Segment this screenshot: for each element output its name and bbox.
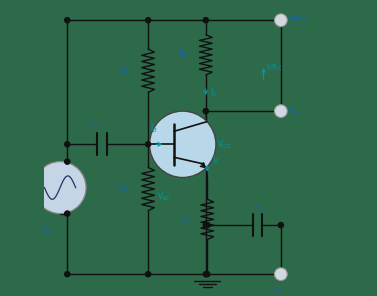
Text: R$_1$: R$_1$	[119, 65, 129, 77]
Circle shape	[65, 142, 70, 147]
Text: V$_{BE}$: V$_{BE}$	[157, 190, 171, 202]
Circle shape	[146, 17, 151, 23]
Text: V$_{CE}$: V$_{CE}$	[218, 138, 232, 151]
Text: I$_B$: I$_B$	[150, 122, 157, 135]
Text: C$_2$: C$_2$	[255, 202, 265, 214]
Circle shape	[146, 142, 151, 147]
Circle shape	[34, 162, 86, 214]
Text: +V$_{CC}$: +V$_{CC}$	[288, 12, 309, 25]
Text: I$_C$R$_C$: I$_C$R$_C$	[267, 63, 283, 73]
Text: C$_1$: C$_1$	[90, 118, 101, 130]
Circle shape	[203, 272, 208, 277]
Circle shape	[203, 17, 208, 23]
Text: R$_2$: R$_2$	[119, 183, 130, 195]
Text: I$_C$: I$_C$	[210, 86, 218, 99]
Circle shape	[278, 223, 284, 228]
Circle shape	[146, 272, 151, 277]
Circle shape	[274, 14, 287, 27]
Circle shape	[203, 109, 208, 114]
Circle shape	[205, 272, 210, 277]
Circle shape	[205, 223, 210, 228]
Text: R$_E$: R$_E$	[181, 213, 192, 226]
Circle shape	[274, 105, 287, 118]
Circle shape	[65, 159, 70, 164]
Text: 0$_v$: 0$_v$	[273, 284, 283, 296]
Circle shape	[65, 17, 70, 23]
Text: V$_{in}$: V$_{in}$	[41, 225, 53, 237]
Circle shape	[65, 211, 70, 216]
Circle shape	[274, 268, 287, 281]
Circle shape	[150, 111, 216, 178]
Text: V$_{out}$: V$_{out}$	[288, 105, 304, 118]
Circle shape	[203, 223, 208, 228]
Circle shape	[65, 272, 70, 277]
Text: R$_C$: R$_C$	[178, 49, 190, 61]
Text: I$_E$: I$_E$	[211, 154, 219, 166]
